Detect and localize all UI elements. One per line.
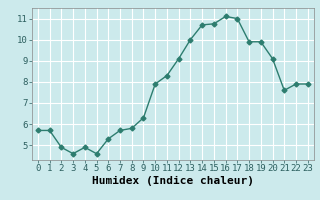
X-axis label: Humidex (Indice chaleur): Humidex (Indice chaleur) [92,176,254,186]
